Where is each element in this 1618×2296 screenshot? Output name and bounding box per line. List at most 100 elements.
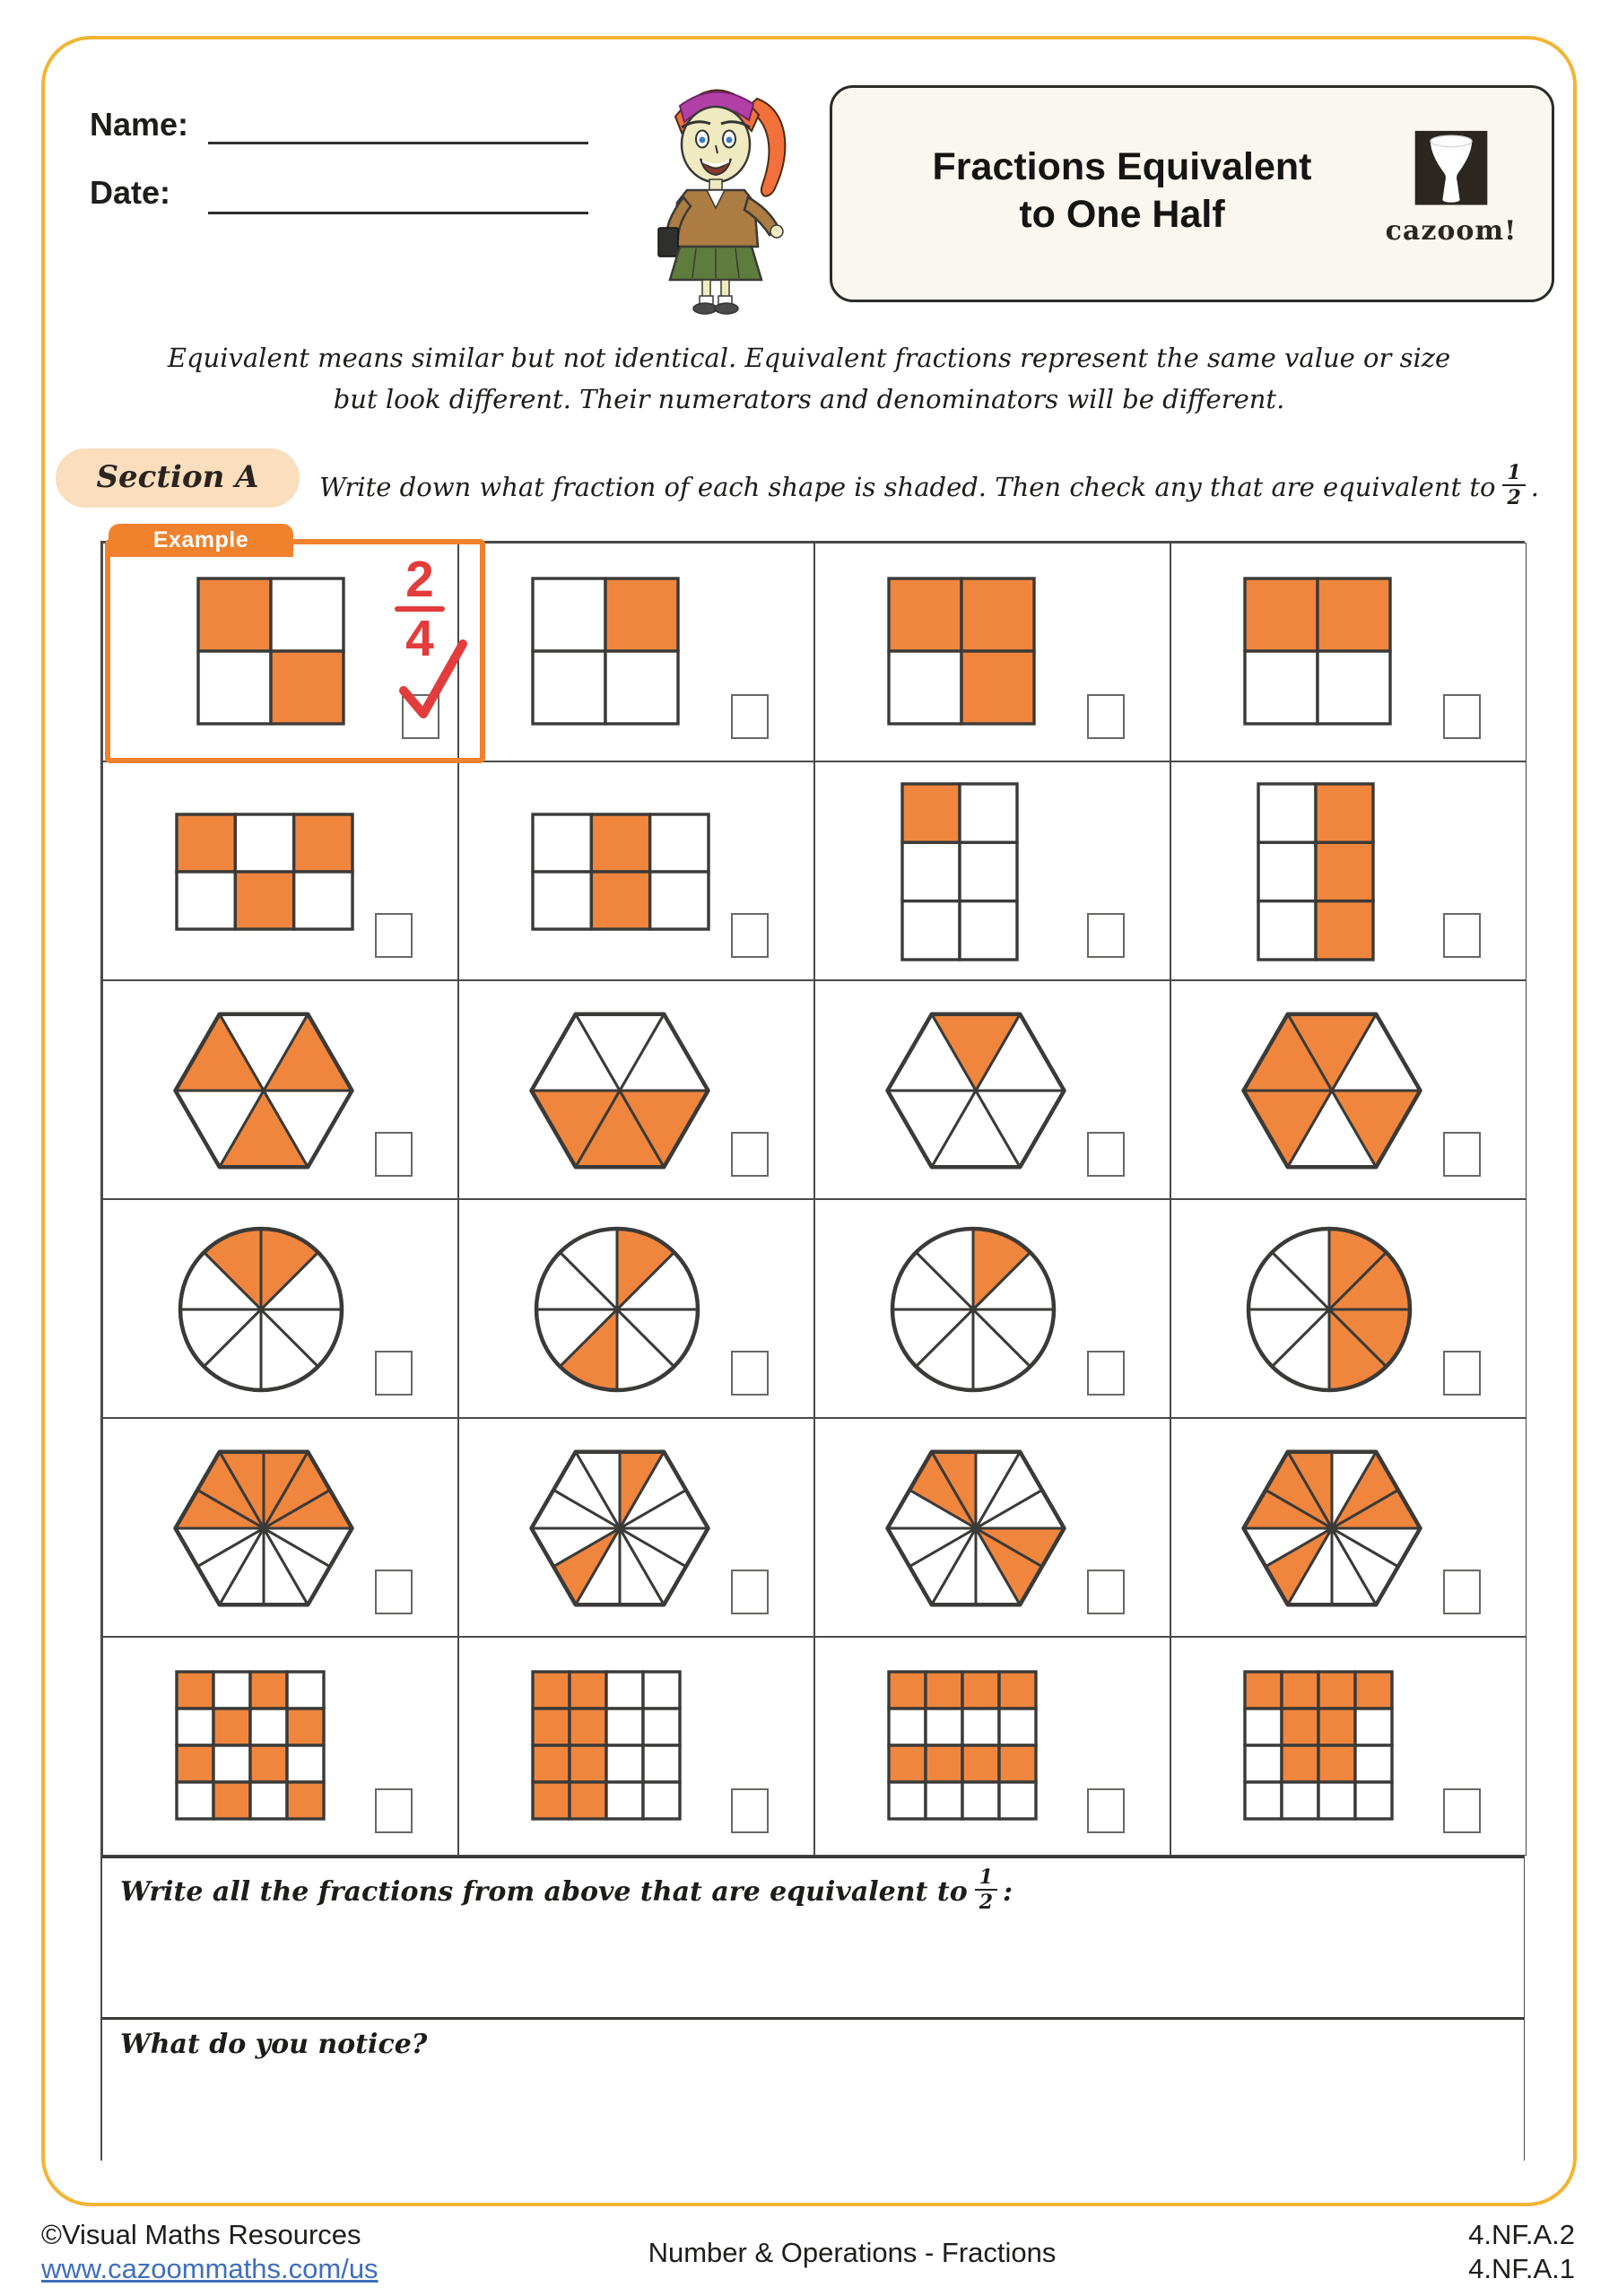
fraction-cell-r3c3 — [814, 980, 1170, 1199]
name-input-line[interactable] — [208, 142, 588, 144]
answer-checkbox[interactable] — [1443, 1570, 1481, 1614]
hexagon-figure — [529, 1012, 710, 1170]
shoe — [714, 302, 739, 315]
fraction-cell-r1c2 — [458, 543, 814, 761]
answer-checkbox[interactable] — [1443, 1351, 1481, 1396]
circle-figure — [890, 1226, 1057, 1393]
answer-checkbox[interactable] — [375, 913, 413, 958]
answer-checkbox[interactable] — [1443, 913, 1481, 958]
fraction-cell-r3c4 — [1170, 980, 1527, 1199]
fraction-cell-r4c3 — [814, 1199, 1170, 1418]
fraction-cell-r5c3 — [814, 1418, 1170, 1637]
square-grid-figure — [1243, 1670, 1394, 1821]
cazoom-logo-icon — [1414, 130, 1488, 205]
answer-checkbox[interactable] — [375, 1351, 413, 1396]
rect-grid-figure — [531, 813, 710, 931]
fraction-cell-r5c1 — [102, 1418, 458, 1637]
fraction-cell-r5c2 — [458, 1418, 814, 1637]
fraction-cell-r3c1 — [102, 980, 458, 1199]
answer-checkbox[interactable] — [1087, 1788, 1125, 1833]
date-label: Date: — [90, 174, 171, 211]
footer-standard-1: 4.NF.A.2 — [1468, 2219, 1575, 2250]
fraction-cell-r1c1-example — [102, 543, 458, 761]
square-grid-figure — [887, 577, 1036, 726]
cazoom-logo-text: cazoom! — [1385, 215, 1518, 247]
answer-checkbox[interactable] — [1443, 1132, 1481, 1177]
smile — [700, 158, 732, 177]
q1-text: Write all the fractions from above that … — [120, 1866, 1013, 1914]
section-a-label: Section A — [96, 459, 259, 495]
fraction-cell-r6c2 — [458, 1637, 814, 1856]
square-grid-figure — [531, 1670, 682, 1821]
hexagon-figure — [529, 1449, 710, 1607]
answer-checkbox[interactable] — [731, 1132, 769, 1177]
fraction-cell-r2c4 — [1170, 761, 1527, 980]
hexagon-figure — [173, 1012, 354, 1170]
answer-checkbox[interactable] — [1087, 1570, 1125, 1614]
rect-grid-figure — [1257, 782, 1375, 961]
fraction-cell-r2c2 — [458, 761, 814, 980]
footer-standard-2: 4.NF.A.1 — [1468, 2253, 1575, 2284]
answer-checkbox[interactable] — [1087, 694, 1125, 739]
example-tab: Example — [109, 524, 293, 557]
date-input-line[interactable] — [208, 212, 588, 214]
answer-checkbox[interactable] — [1087, 913, 1125, 958]
fraction-cell-r6c3 — [814, 1637, 1170, 1856]
answer-checkbox[interactable] — [731, 1351, 769, 1396]
q2-answer-box[interactable]: What do you notice? — [102, 2017, 1524, 2162]
answer-checkbox[interactable] — [1443, 1788, 1481, 1833]
answer-checkbox[interactable] — [375, 1788, 413, 1833]
fraction-cell-r4c4 — [1170, 1199, 1527, 1418]
answer-checkbox[interactable] — [375, 1132, 413, 1177]
fraction-cell-r1c3 — [814, 543, 1170, 761]
q1-answer-box[interactable]: Write all the fractions from above that … — [102, 1856, 1524, 2017]
rect-grid-figure — [900, 782, 1019, 961]
footer-link[interactable]: www.cazoommaths.com/us — [41, 2253, 378, 2284]
circle-figure — [534, 1226, 700, 1393]
answer-checkbox[interactable] — [1443, 694, 1481, 739]
answer-checkbox[interactable] — [731, 694, 769, 739]
book — [657, 227, 679, 257]
circle-figure — [1246, 1226, 1413, 1393]
ponytail — [744, 97, 787, 197]
hexagon-figure — [885, 1012, 1066, 1170]
answer-checkbox[interactable] — [731, 1570, 769, 1614]
square-grid-figure — [531, 577, 680, 726]
answer-checkbox[interactable] — [1087, 1132, 1125, 1177]
hexagon-figure — [885, 1449, 1066, 1607]
section-a-badge: Section A — [56, 448, 300, 508]
fraction-cell-r2c1 — [102, 761, 458, 980]
answer-checkbox[interactable] — [731, 913, 769, 958]
fraction-cell-r2c3 — [814, 761, 1170, 980]
footer-copyright: ©Visual Maths Resources — [41, 2219, 361, 2250]
square-grid-figure — [175, 1670, 326, 1821]
q2-text: What do you notice? — [120, 2029, 428, 2060]
fraction-cell-r4c1 — [102, 1199, 458, 1418]
hexagon-figure — [173, 1449, 354, 1607]
fraction-cell-r4c2 — [458, 1199, 814, 1418]
answer-checkbox[interactable] — [731, 1788, 769, 1833]
intro-line-1: Equivalent means similar but not identic… — [167, 343, 1451, 373]
shoe — [692, 302, 718, 315]
title-box: Fractions Equivalent to One Half cazoom! — [830, 85, 1554, 302]
name-label: Name: — [90, 106, 189, 143]
fraction-shapes-table: Write all the fractions from above that … — [100, 541, 1527, 2162]
cartoon-girl-illustration — [657, 89, 787, 315]
worksheet-title: Fractions Equivalent to One Half — [932, 145, 1312, 236]
square-grid-figure — [1243, 577, 1392, 726]
answer-checkbox[interactable] — [375, 1570, 413, 1614]
intro-line-2: but look different. Their numerators and… — [333, 384, 1285, 414]
hexagon-figure — [1241, 1449, 1422, 1607]
fraction-cell-r6c1 — [102, 1637, 458, 1856]
square-grid-figure — [887, 1670, 1038, 1821]
hexagon-figure — [1241, 1012, 1422, 1170]
answer-checkbox[interactable] — [1087, 1351, 1125, 1396]
page-border — [41, 36, 1577, 2206]
circle-figure — [178, 1226, 344, 1393]
section-a-instruction: Write down what fraction of each shape i… — [319, 461, 1540, 509]
rect-grid-figure — [175, 813, 354, 931]
fraction-cell-r6c4 — [1170, 1637, 1527, 1856]
